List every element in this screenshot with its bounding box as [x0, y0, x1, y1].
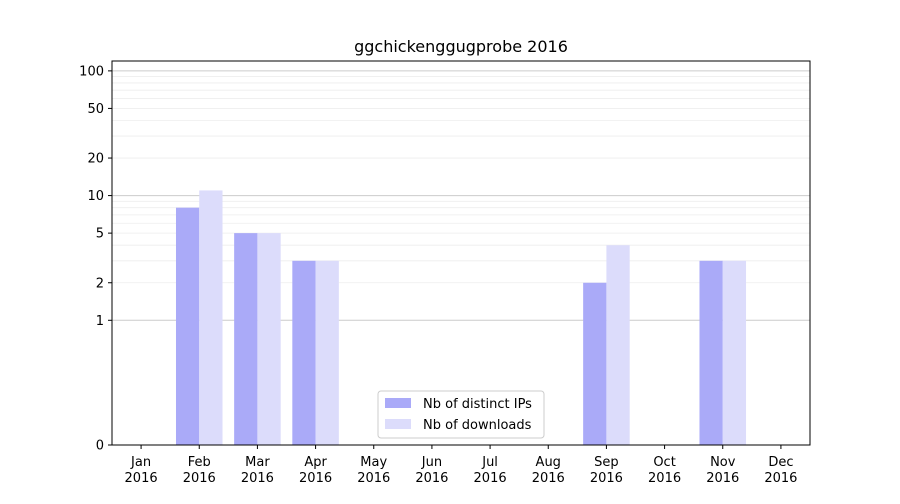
- legend: Nb of distinct IPs Nb of downloads: [377, 390, 545, 439]
- y-tick-label: 1: [96, 314, 104, 329]
- bar: [175, 207, 200, 445]
- y-tick-label: 5: [96, 227, 104, 242]
- x-tick-label-year: 2016: [125, 471, 158, 486]
- x-tick-label-year: 2016: [241, 471, 274, 486]
- legend-label-distinct-ips: Nb of distinct IPs: [423, 397, 532, 412]
- chart-title: ggchickenggugprobe 2016: [354, 37, 568, 56]
- y-tick-label: 0: [96, 439, 104, 454]
- bar: [583, 282, 607, 445]
- x-tick-label-year: 2016: [532, 471, 565, 486]
- x-tick-label-year: 2016: [764, 471, 797, 486]
- x-tick-label-year: 2016: [415, 471, 448, 486]
- grid-layer: [112, 70, 810, 321]
- x-tick-label-year: 2016: [183, 471, 216, 486]
- x-tick-label-month: Oct: [653, 455, 675, 470]
- legend-swatch-distinct-ips: [385, 398, 411, 408]
- legend-frame: [377, 390, 545, 439]
- bar: [257, 233, 281, 445]
- x-tick-label-year: 2016: [357, 471, 390, 486]
- bar: [199, 190, 223, 445]
- bar: [292, 260, 316, 445]
- legend-swatch-downloads: [385, 419, 411, 429]
- x-tick-label-year: 2016: [706, 471, 739, 486]
- x-tick-label-month: Nov: [710, 455, 736, 470]
- plot-frame: [111, 60, 811, 446]
- x-tick-label-month: Feb: [188, 455, 211, 470]
- x-tick-label-month: Aug: [536, 455, 561, 470]
- bar: [606, 245, 630, 445]
- bar: [315, 260, 339, 445]
- x-tick-label-month: May: [360, 455, 387, 470]
- x-axis: Jan2016Feb2016Mar2016Apr2016May2016Jun20…: [125, 445, 797, 486]
- x-tick-label-year: 2016: [590, 471, 623, 486]
- bar: [699, 260, 723, 445]
- bar: [722, 260, 747, 445]
- x-tick-label-month: Dec: [768, 455, 793, 470]
- bar: [234, 233, 258, 445]
- x-tick-label-year: 2016: [474, 471, 507, 486]
- x-tick-label-year: 2016: [299, 471, 332, 486]
- x-tick-label-month: Jan: [130, 455, 151, 470]
- y-tick-label: 2: [96, 276, 104, 291]
- y-tick-label: 10: [87, 189, 104, 204]
- legend-label-downloads: Nb of downloads: [423, 418, 532, 433]
- x-tick-label-month: Sep: [594, 455, 619, 470]
- x-tick-label-month: Mar: [245, 455, 270, 470]
- x-tick-label-month: Jun: [421, 455, 442, 470]
- y-tick-label: 20: [87, 152, 104, 167]
- bars-layer: [175, 190, 747, 445]
- y-tick-label: 50: [87, 102, 104, 117]
- x-tick-label-month: Apr: [304, 455, 327, 470]
- y-axis: 0 1 2 5 10 20 50 100: [79, 64, 112, 454]
- x-tick-label-year: 2016: [648, 471, 681, 486]
- x-tick-label-month: Jul: [481, 455, 498, 470]
- y-tick-label: 100: [79, 64, 104, 79]
